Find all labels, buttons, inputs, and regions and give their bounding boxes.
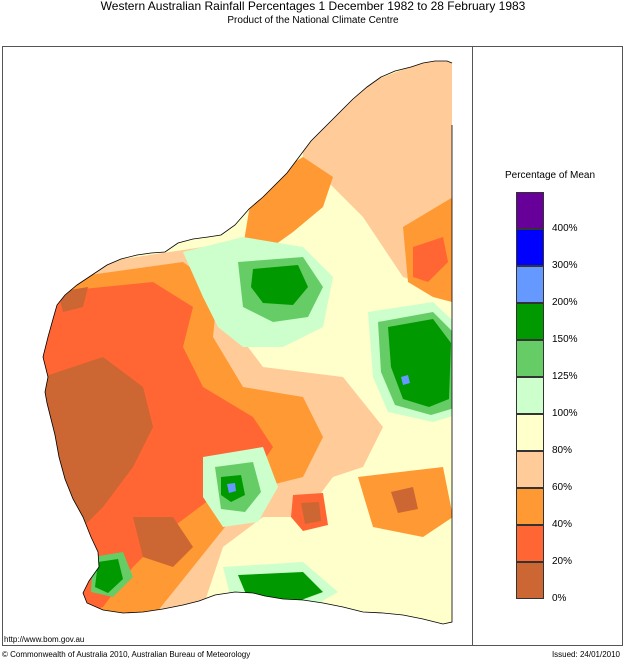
legend-tick-label: 0% (552, 593, 567, 604)
wa-coastline (42, 60, 453, 625)
zone-0-20-south-central (301, 502, 321, 524)
zone-0-20-south (133, 517, 193, 567)
legend-swatch (516, 377, 544, 414)
zone-0-20-west (43, 357, 153, 527)
legend-tick-label: 200% (552, 297, 578, 308)
legend-tick-label: 300% (552, 260, 578, 271)
frame-divider (472, 46, 473, 646)
legend-tick-label: 100% (552, 408, 578, 419)
zone-20-40-east (413, 237, 448, 282)
legend-swatch (516, 303, 544, 340)
legend-tick-label: 40% (552, 519, 573, 530)
bom-url: http://www.bom.gov.au (4, 635, 85, 644)
legend-swatch (516, 266, 544, 303)
legend-tick-label: 20% (552, 556, 573, 567)
copyright-text: © Commonwealth of Australia 2010, Austra… (2, 650, 251, 659)
zone-200-300-wheatbelt (227, 483, 236, 493)
rainfall-map (42, 60, 453, 625)
legend-swatch (516, 451, 544, 488)
legend-swatch (516, 340, 544, 377)
zone-150-200-southwest (95, 559, 123, 593)
zone-150-200-east (388, 319, 451, 407)
legend-swatch (516, 562, 544, 599)
legend-swatch (516, 192, 544, 229)
legend-tick-label: 60% (552, 482, 573, 493)
rainfall-zones (43, 61, 452, 624)
zone-150-200-central (251, 265, 308, 305)
map-subtitle: Product of the National Climate Centre (227, 15, 399, 26)
zone-200-300-east (401, 375, 410, 385)
zone-0-20-southeast (391, 487, 418, 513)
issued-date: Issued: 24/01/2010 (551, 650, 620, 659)
legend-tick-label: 80% (552, 445, 573, 456)
legend-swatch (516, 229, 544, 266)
legend-tick-label: 400% (552, 223, 578, 234)
legend-title: Percentage of Mean (504, 170, 596, 181)
legend-tick-label: 150% (552, 334, 578, 345)
legend-swatch (516, 525, 544, 562)
map-frame (2, 46, 623, 646)
legend-swatch (516, 414, 544, 451)
legend-tick-label: 125% (552, 371, 578, 382)
map-title: Western Australian Rainfall Percentages … (100, 0, 526, 13)
legend-swatch (516, 488, 544, 525)
